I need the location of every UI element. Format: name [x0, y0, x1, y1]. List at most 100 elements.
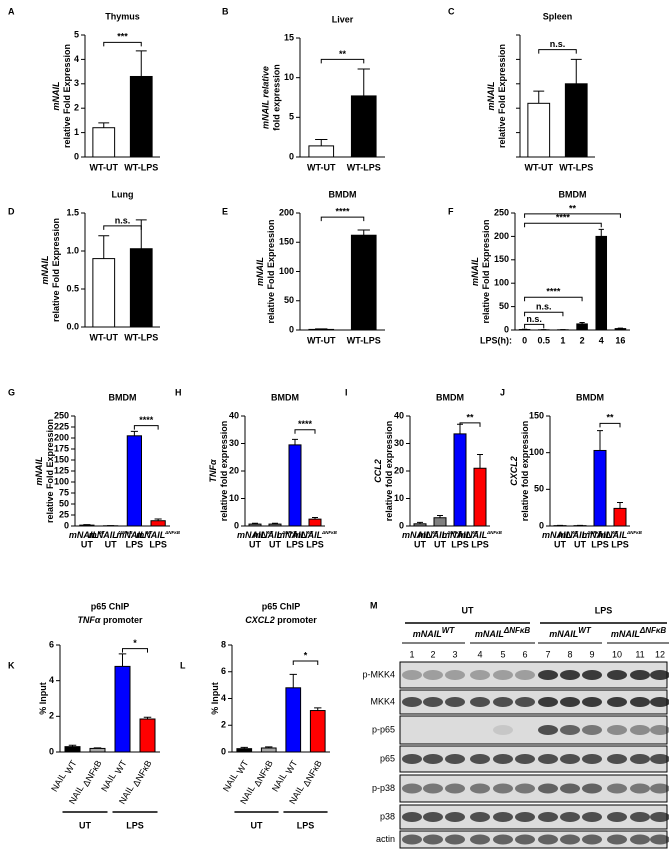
y-tick-label: 40 [229, 410, 239, 420]
x-tick-label: WT-UT [90, 162, 119, 172]
blot-band [607, 834, 627, 845]
error-bar [130, 430, 138, 436]
y-tick-label: 75 [59, 487, 69, 497]
category-subscript: ΔNFκB [131, 759, 154, 789]
blot-band [560, 725, 580, 735]
chart-title: BMDM [109, 392, 137, 402]
y-tick-label: 0 [289, 324, 294, 334]
category-name: NAIL [221, 771, 240, 793]
blot-band [423, 783, 443, 794]
panel-label: E [222, 206, 228, 216]
category-name: mNAIL [69, 530, 98, 540]
genotype-label: mNAILWT [413, 626, 456, 639]
y-tick-label: 250 [54, 410, 69, 420]
lane-number: 10 [612, 649, 622, 659]
significance-label: *** [117, 32, 128, 42]
x-tick-group: UT [105, 539, 117, 549]
y-tick-label: 200 [279, 207, 294, 217]
category-name: mNAIL [418, 530, 447, 540]
significance-label: n.s. [526, 314, 542, 324]
genotype-label: mNAILWT [549, 626, 592, 639]
category-name: mNAIL [558, 530, 587, 540]
y-tick-label: 15 [284, 32, 294, 42]
blot-band [493, 783, 513, 794]
blot-band [650, 697, 669, 707]
panel-label: J [500, 387, 505, 397]
y-tick-label: 200 [54, 432, 69, 442]
error-bar [135, 219, 147, 249]
blot-band [630, 783, 650, 794]
genotype-name: mNAIL [611, 629, 640, 639]
genotype-superscript: ΔNFκB [503, 626, 531, 635]
x-tick-label: mNAILΔNFκB [89, 530, 134, 540]
y-axis-label: relative Fold Expression [497, 44, 507, 148]
y-tick-label: 30 [229, 438, 239, 448]
y-tick-label: 20 [394, 465, 404, 475]
chart-subtitle: CXCL2 promoter [245, 615, 317, 625]
blot-band [650, 783, 669, 794]
y-tick-label: 100 [494, 278, 509, 288]
blot-band [470, 783, 490, 794]
blot-band [470, 697, 490, 707]
blot-band [650, 812, 669, 822]
x-tick-group: UT [554, 539, 566, 549]
category-subscript: WT [284, 758, 300, 776]
bar [248, 523, 262, 527]
significance-label: **** [298, 419, 313, 429]
blot-band [607, 725, 627, 735]
x-tick-label: WT-LPS [347, 162, 381, 172]
blot-band [515, 812, 535, 822]
error-bar [98, 235, 110, 259]
chart-title: p65 ChIP [91, 601, 130, 611]
blot-band [445, 834, 465, 845]
lane-number: 8 [567, 649, 572, 659]
significance-bracket [103, 41, 142, 47]
genotype-name: mNAIL [549, 629, 578, 639]
blot-band [560, 812, 580, 822]
blot-band [493, 725, 513, 735]
category-name: NAIL [50, 771, 69, 793]
category-subscript: ΔNFκB [81, 759, 104, 789]
blot-band [538, 697, 558, 707]
blot-band [470, 812, 490, 822]
genotype-superscript: ΔNFκB [639, 626, 667, 635]
blot-band [582, 725, 602, 735]
error-bar [357, 68, 370, 96]
category-name: mNAIL [253, 530, 282, 540]
error-bar [477, 454, 483, 469]
chart-title: BMDM [436, 392, 464, 402]
y-axis-label: relative Fold Expression [266, 219, 276, 323]
y-tick-label: 6 [49, 639, 54, 649]
blot-band [515, 834, 535, 845]
bar [350, 95, 377, 158]
category-superscript: WT [431, 530, 439, 535]
significance-bracket [122, 648, 148, 653]
y-tick-label: 150 [54, 454, 69, 464]
category-superscript: WT [306, 530, 314, 535]
y-tick-label: 0.0 [66, 321, 79, 331]
category-subscript: WT [113, 758, 129, 776]
x-tick-group: UT [434, 539, 446, 549]
y-tick-label: 1 [74, 127, 79, 137]
bar [260, 747, 277, 753]
y-tick-label: 125 [54, 465, 69, 475]
blot-row-label: p-p65 [372, 724, 395, 734]
genotype-name: mNAIL [475, 629, 504, 639]
y-tick-label: 2 [49, 711, 54, 721]
y-tick-label: 50 [59, 498, 69, 508]
y-tick-label: 0 [234, 520, 239, 530]
bar [308, 328, 335, 331]
chart-title: BMDM [559, 189, 587, 199]
bar [614, 328, 627, 331]
error-bar [289, 673, 297, 688]
y-tick-label: 40 [394, 410, 404, 420]
error-bar [357, 229, 370, 236]
y-tick-label: 30 [394, 438, 404, 448]
blot-band [470, 670, 490, 680]
category-name: mNAIL [458, 530, 487, 540]
genotype-superscript: WT [578, 626, 592, 635]
genotype-superscript: WT [442, 626, 456, 635]
significance-label: **** [335, 206, 350, 216]
blot-band [402, 754, 422, 764]
